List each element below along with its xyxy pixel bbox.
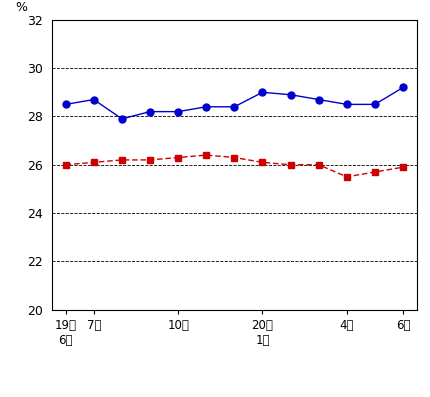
Text: %: % xyxy=(15,1,27,14)
